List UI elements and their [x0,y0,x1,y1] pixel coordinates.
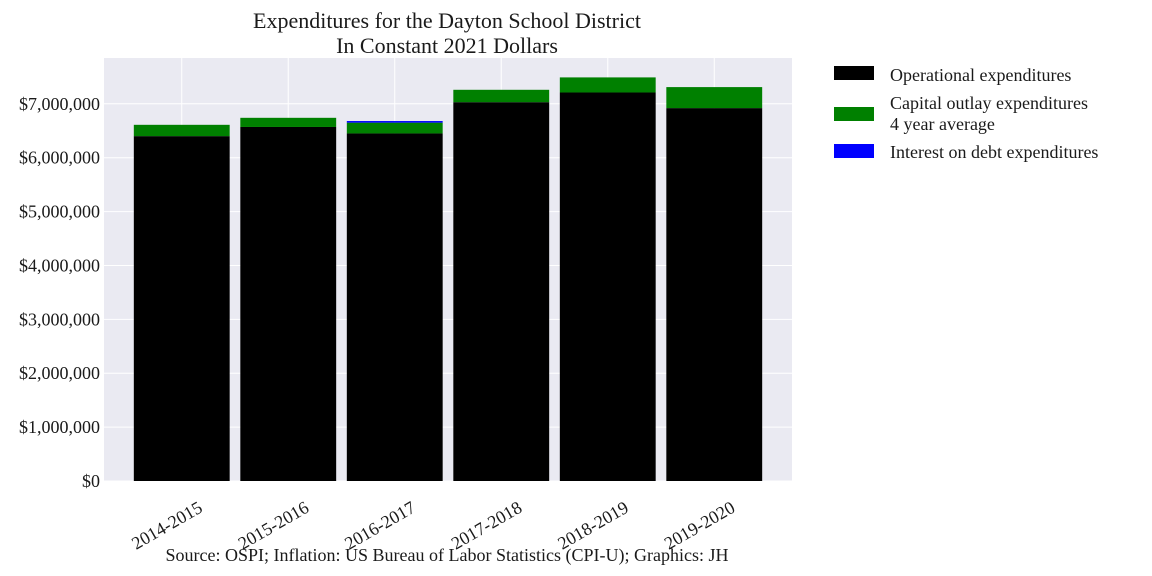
legend-label: Interest on debt expenditures [890,142,1098,162]
bar-2016-2017-series-1 [346,122,443,134]
chart-title-line-2: In Constant 2021 Dollars [336,33,558,58]
y-tick-label: $3,000,000 [19,309,100,329]
y-axis-ticks: $0 $1,000,000 $2,000,000 $3,000,000 $4,000,0… [19,94,100,491]
bar-2019-2020-series-0 [666,108,763,481]
bar-2016-2017-series-2 [346,121,443,123]
legend-label: 4 year average [890,114,995,134]
y-tick-label: $1,000,000 [19,417,100,437]
bars [133,77,763,482]
bar-2019-2020-series-1 [666,87,763,109]
y-tick-label: $0 [82,471,100,491]
bar-2015-2016-series-1 [240,117,337,127]
bar-2017-2018-series-0 [453,102,550,482]
y-tick-label: $2,000,000 [19,363,100,383]
bar-2018-2019-series-0 [559,92,656,481]
bar-2016-2017-series-0 [346,133,443,481]
y-tick-label: $4,000,000 [19,255,100,275]
y-tick-label: $7,000,000 [19,94,100,114]
bar-2015-2016-series-0 [240,126,337,481]
legend-label: Capital outlay expenditures [890,93,1088,113]
legend-label: Operational expenditures [890,65,1071,85]
y-tick-label: $6,000,000 [19,148,100,168]
source-note: Source: OSPI; Inflation: US Bureau of La… [166,545,729,566]
bar-2018-2019-series-1 [559,77,656,93]
legend-swatch-0 [834,66,874,80]
bar-2014-2015-series-1 [133,124,230,137]
y-tick-label: $5,000,000 [19,202,100,222]
legend: Operational expenditures Capital outlay e… [834,65,1098,162]
bar-2014-2015-series-0 [133,136,230,481]
legend-swatch-2 [834,144,874,158]
bar-2017-2018-series-1 [453,89,550,103]
legend-swatch-1 [834,107,874,121]
chart-title-line-1: Expenditures for the Dayton School Distr… [253,8,641,33]
